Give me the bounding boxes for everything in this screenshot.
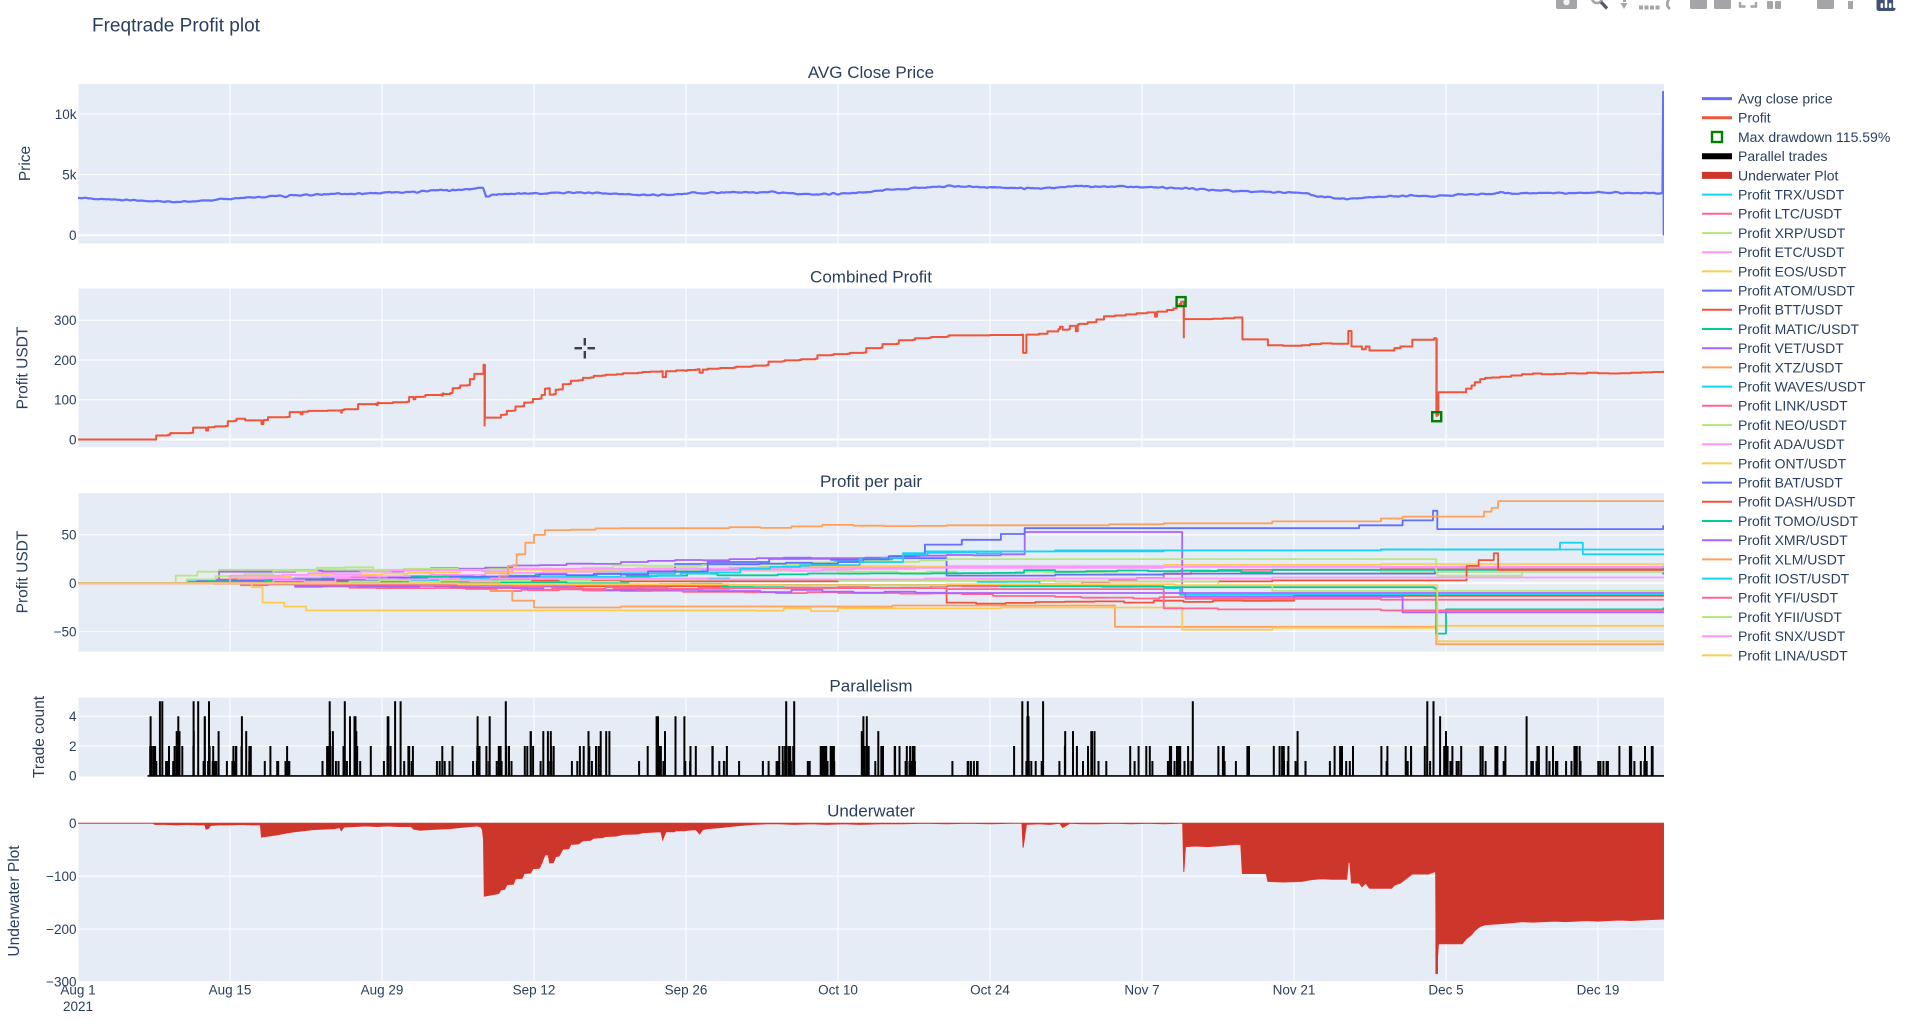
svg-text:Profit YFII/USDT: Profit YFII/USDT (1738, 609, 1842, 625)
svg-text:Underwater: Underwater (827, 802, 915, 821)
svg-text:200: 200 (54, 353, 77, 368)
svg-text:Dec 19: Dec 19 (1577, 983, 1620, 998)
svg-text:Sep 12: Sep 12 (513, 983, 556, 998)
svg-text:Profit ONT/USDT: Profit ONT/USDT (1738, 455, 1847, 471)
svg-text:Oct 24: Oct 24 (970, 983, 1010, 998)
svg-text:2021: 2021 (63, 999, 93, 1014)
svg-text:Profit USDT: Profit USDT (15, 326, 32, 409)
svg-text:Profit DASH/USDT: Profit DASH/USDT (1738, 494, 1856, 510)
svg-text:Profit per pair: Profit per pair (820, 472, 922, 491)
svg-text:Freqtrade Profit plot: Freqtrade Profit plot (92, 16, 261, 37)
svg-text:Underwater Plot: Underwater Plot (1738, 167, 1838, 183)
svg-text:Aug 15: Aug 15 (209, 983, 252, 998)
svg-text:Sep 26: Sep 26 (665, 983, 708, 998)
svg-text:Profit USDT: Profit USDT (15, 530, 32, 613)
svg-text:5k: 5k (62, 167, 77, 182)
svg-text:Parallelism: Parallelism (829, 677, 912, 696)
svg-text:Profit SNX/USDT: Profit SNX/USDT (1738, 628, 1846, 644)
svg-text:Price: Price (17, 146, 34, 181)
svg-text:0: 0 (69, 769, 77, 784)
svg-text:Profit: Profit (1738, 110, 1771, 126)
svg-text:50: 50 (61, 528, 76, 543)
svg-text:Profit TOMO/USDT: Profit TOMO/USDT (1738, 513, 1859, 529)
svg-text:Profit IOST/USDT: Profit IOST/USDT (1738, 571, 1850, 587)
svg-text:Profit TRX/USDT: Profit TRX/USDT (1738, 187, 1845, 203)
svg-text:Profit EOS/USDT: Profit EOS/USDT (1738, 263, 1847, 279)
svg-text:−300: −300 (46, 975, 76, 990)
svg-text:−200: −200 (46, 922, 76, 937)
svg-text:Profit MATIC/USDT: Profit MATIC/USDT (1738, 321, 1860, 337)
svg-text:Parallel trades: Parallel trades (1738, 148, 1828, 164)
svg-text:−100: −100 (46, 869, 76, 884)
svg-text:0: 0 (69, 816, 77, 831)
svg-text:−50: −50 (54, 624, 77, 639)
svg-text:Profit WAVES/USDT: Profit WAVES/USDT (1738, 379, 1866, 395)
svg-text:Nov 7: Nov 7 (1124, 983, 1159, 998)
svg-text:10k: 10k (55, 107, 77, 122)
svg-text:Profit LTC/USDT: Profit LTC/USDT (1738, 206, 1842, 222)
svg-text:Profit ADA/USDT: Profit ADA/USDT (1738, 436, 1845, 452)
svg-text:Trade count: Trade count (31, 695, 48, 778)
svg-text:Profit LINK/USDT: Profit LINK/USDT (1738, 398, 1848, 414)
svg-text:Profit YFI/USDT: Profit YFI/USDT (1738, 590, 1839, 606)
svg-text:Nov 21: Nov 21 (1273, 983, 1316, 998)
svg-text:100: 100 (54, 393, 77, 408)
svg-text:4: 4 (69, 709, 77, 724)
svg-text:0: 0 (69, 228, 77, 243)
svg-text:Avg close price: Avg close price (1738, 91, 1833, 107)
svg-text:Profit ETC/USDT: Profit ETC/USDT (1738, 244, 1845, 260)
svg-text:Profit XRP/USDT: Profit XRP/USDT (1738, 225, 1846, 241)
svg-text:Profit VET/USDT: Profit VET/USDT (1738, 340, 1844, 356)
svg-text:Oct 10: Oct 10 (818, 983, 858, 998)
svg-text:Underwater Plot: Underwater Plot (6, 845, 23, 957)
svg-text:Aug 1: Aug 1 (60, 983, 95, 998)
svg-text:Profit NEO/USDT: Profit NEO/USDT (1738, 417, 1847, 433)
svg-text:Profit XMR/USDT: Profit XMR/USDT (1738, 532, 1848, 548)
svg-text:AVG Close Price: AVG Close Price (808, 63, 934, 82)
svg-text:0: 0 (69, 576, 77, 591)
svg-text:Profit BAT/USDT: Profit BAT/USDT (1738, 475, 1843, 491)
svg-text:Profit LINA/USDT: Profit LINA/USDT (1738, 647, 1848, 663)
svg-text:Profit ATOM/USDT: Profit ATOM/USDT (1738, 283, 1855, 299)
svg-text:Combined Profit: Combined Profit (810, 268, 932, 287)
svg-text:Profit XTZ/USDT: Profit XTZ/USDT (1738, 359, 1843, 375)
svg-text:Profit XLM/USDT: Profit XLM/USDT (1738, 551, 1846, 567)
svg-text:300: 300 (54, 313, 77, 328)
svg-text:2: 2 (69, 739, 77, 754)
svg-text:Aug 29: Aug 29 (361, 983, 404, 998)
svg-text:Dec 5: Dec 5 (1428, 983, 1463, 998)
svg-text:Profit BTT/USDT: Profit BTT/USDT (1738, 302, 1843, 318)
svg-text:0: 0 (69, 432, 77, 447)
svg-text:Max drawdown 115.59%: Max drawdown 115.59% (1738, 129, 1890, 145)
